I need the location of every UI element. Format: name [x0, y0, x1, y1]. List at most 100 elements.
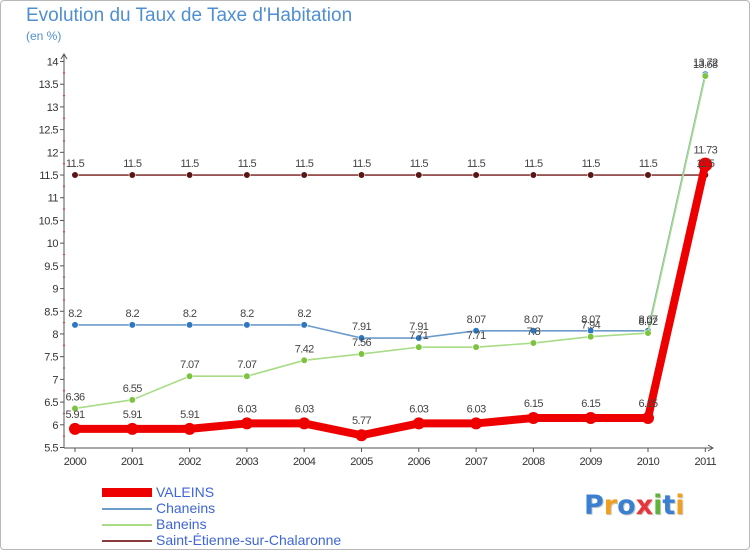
- y-tick-labels: 5.5 6 6.5 7 7.5 8 8.5 9 9.5 10 10.5 11 11.5 12 12.5 13 1…: [39, 57, 59, 455]
- data-label: 11.5: [238, 158, 257, 170]
- series-point: [698, 157, 713, 172]
- logo-letter: P: [584, 490, 604, 521]
- series-point: [300, 321, 308, 329]
- data-label: 11.5: [66, 158, 85, 170]
- legend-label: Saint-Étienne-sur-Chalaronne: [156, 532, 342, 548]
- data-label: 11.5: [639, 158, 658, 170]
- data-label: 11.73: [693, 145, 717, 157]
- series-point: [529, 339, 538, 347]
- y-tick-label: 11.5: [39, 170, 58, 182]
- series-point: [243, 321, 251, 329]
- y-tick-label: 12.5: [39, 125, 59, 137]
- series-point: [529, 327, 538, 335]
- data-label: 11.5: [524, 158, 543, 170]
- x-tick-label: 2000: [64, 456, 87, 468]
- logo-letter: t: [662, 490, 676, 521]
- y-tick-label: 7.5: [44, 352, 58, 364]
- x-tick-label: 2001: [121, 456, 144, 468]
- data-label: 6.03: [237, 403, 256, 415]
- data-label: 11.5: [352, 158, 371, 170]
- series-point: [71, 404, 79, 413]
- series-point: [298, 417, 311, 430]
- data-label: 8.2: [297, 308, 311, 320]
- y-tick-label: 9: [52, 284, 58, 296]
- data-label: 8.07: [467, 314, 486, 326]
- logo-letter: o: [617, 490, 636, 521]
- data-label: 5.77: [352, 415, 371, 427]
- data-label: 8.2: [183, 308, 197, 320]
- data-label: 11.5: [295, 158, 314, 170]
- data-label: 11.5: [696, 158, 715, 170]
- data-label: 6.15: [524, 398, 543, 410]
- series-point: [355, 429, 368, 442]
- series-point: [584, 411, 597, 424]
- y-tick-label: 14: [47, 57, 59, 69]
- data-label: 6.03: [409, 403, 428, 415]
- data-label: 5.91: [65, 409, 84, 421]
- series-point: [472, 171, 480, 179]
- y-tick-label: 6.5: [44, 397, 58, 409]
- legend-swatch: [102, 524, 152, 526]
- data-label: 11.5: [123, 158, 142, 170]
- y-tick-label: 11: [48, 193, 59, 205]
- y-tick-label: 12: [47, 147, 59, 159]
- series-line-chaneins: [74, 73, 707, 339]
- x-tick-labels: 2000 2001 2002 2003 2004 2005 2006 2007 2008 2009…: [64, 456, 717, 468]
- data-label: 7.71: [467, 330, 486, 342]
- data-label: 5.91: [180, 409, 199, 421]
- legend-swatch: [102, 540, 152, 542]
- legend-label: Chaneins: [156, 500, 216, 516]
- legend-swatch: [102, 508, 152, 510]
- series-point: [69, 422, 81, 435]
- data-label: 7.91: [409, 321, 428, 333]
- x-tick-label: 2010: [637, 456, 660, 468]
- series-point: [300, 171, 308, 179]
- x-tick-label: 2003: [236, 456, 259, 468]
- y-tick-label: 7: [52, 374, 58, 386]
- y-tick-label: 8: [52, 329, 58, 341]
- series-point: [357, 171, 366, 179]
- x-tick-label: 2008: [522, 456, 545, 468]
- data-label: 6.03: [467, 403, 486, 415]
- data-label: 7.07: [180, 359, 199, 371]
- series-point: [415, 171, 423, 179]
- series-point: [300, 356, 308, 364]
- series-point: [128, 171, 136, 179]
- series-line-baneins: [74, 75, 707, 410]
- series-point: [183, 422, 196, 435]
- x-tick-label: 2005: [350, 456, 373, 468]
- y-tick-label: 10: [47, 238, 59, 250]
- series-point: [128, 396, 136, 404]
- series-point: [415, 343, 423, 351]
- logo-letter: i: [653, 490, 663, 521]
- data-label: 6.55: [123, 383, 142, 395]
- y-tick-label: 6: [52, 420, 58, 432]
- series-point: [644, 329, 652, 337]
- y-tick-label: 13.5: [39, 79, 59, 91]
- data-label: 11.5: [180, 158, 199, 170]
- series-point: [186, 372, 194, 380]
- y-tick-label: 13: [47, 102, 59, 114]
- data-label: 7.07: [237, 359, 256, 371]
- data-label: 8.07: [581, 314, 600, 326]
- y-tick-label: 10.5: [39, 215, 59, 227]
- series-point: [644, 171, 652, 179]
- data-label: 7.94: [581, 320, 600, 332]
- series-point: [243, 171, 251, 179]
- x-tick-label: 2006: [408, 456, 431, 468]
- series-point: [240, 417, 253, 430]
- y-tick-label: 9.5: [44, 261, 58, 273]
- data-label: 8.02: [638, 316, 657, 328]
- x-tick-label: 2004: [293, 456, 316, 468]
- chart-axes: [60, 53, 714, 452]
- series-point: [243, 372, 251, 380]
- series-point: [472, 327, 480, 335]
- data-label: 8.2: [68, 308, 82, 320]
- data-label: 8.2: [126, 308, 140, 320]
- series-point: [415, 334, 423, 342]
- data-label: 6.03: [295, 403, 314, 415]
- legend-label: Baneins: [156, 516, 207, 532]
- series-point: [587, 333, 595, 341]
- data-label: 7.8: [527, 326, 541, 338]
- x-tick-label: 2009: [579, 456, 602, 468]
